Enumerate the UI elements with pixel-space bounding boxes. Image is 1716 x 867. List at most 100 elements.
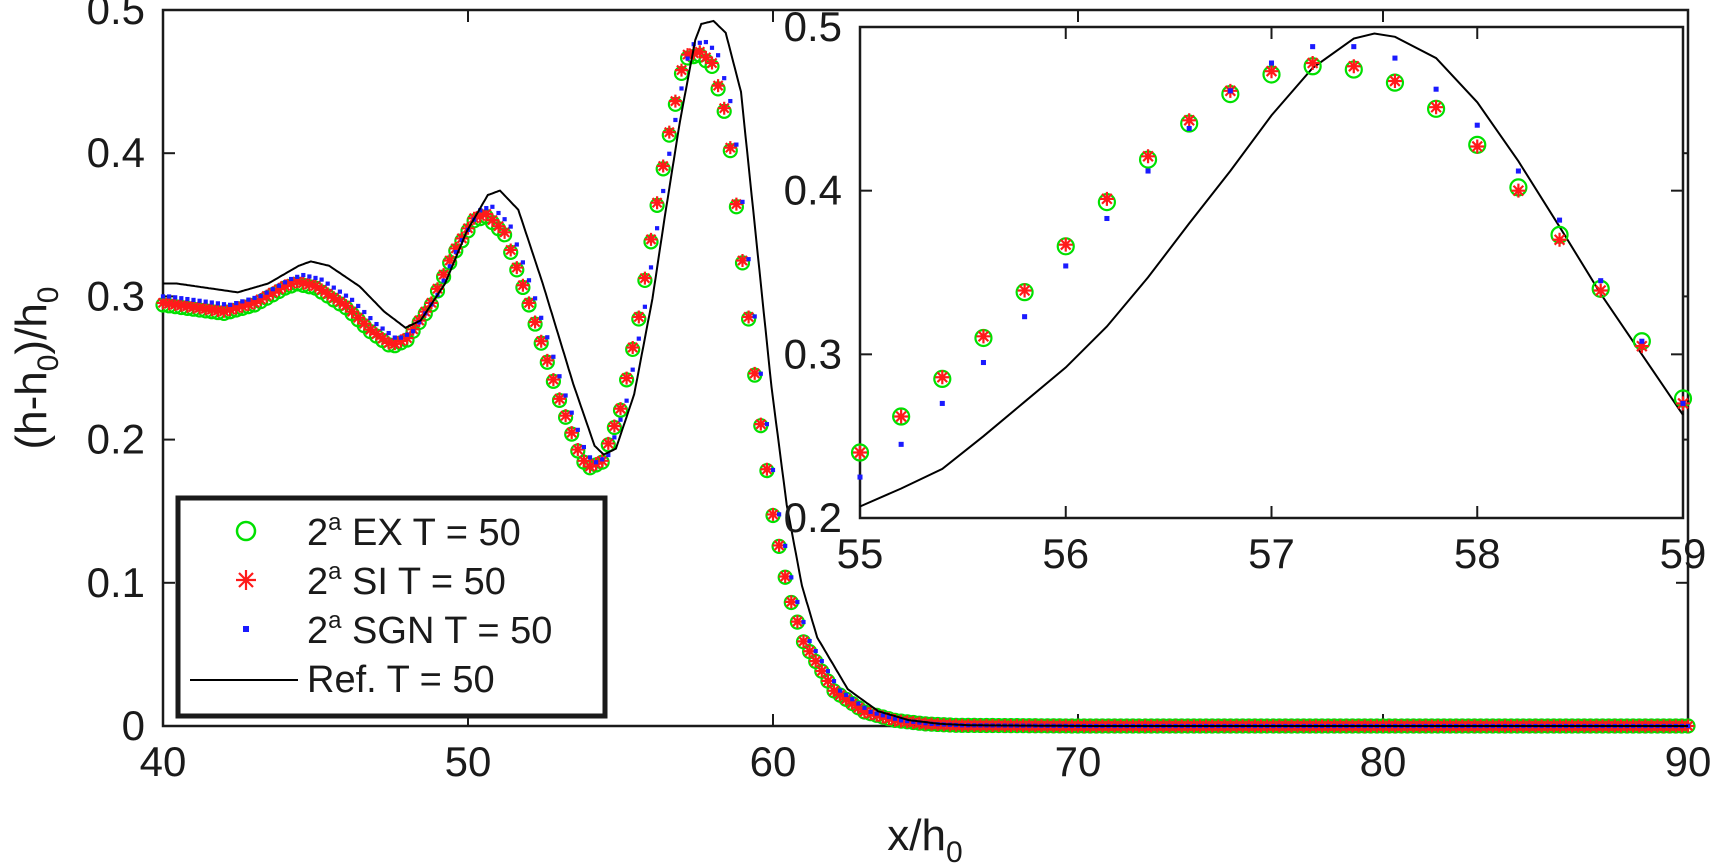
inset-x-tick-label: 58: [1454, 530, 1501, 577]
data-point: [581, 444, 586, 450]
legend-marker-asterisk: [236, 570, 256, 590]
legend-entry-si: 2a SI T = 50: [236, 558, 506, 603]
data-point: [278, 279, 292, 293]
data-point: [241, 298, 255, 312]
data-point: [282, 280, 288, 285]
data-point: [551, 354, 556, 359]
data-point: [607, 419, 621, 433]
data-point: [827, 684, 841, 698]
data-point: [777, 512, 782, 517]
data-point: [620, 371, 634, 385]
inset-data-point: [1680, 400, 1686, 406]
inset-data-point: [1099, 191, 1114, 206]
data-point: [716, 53, 721, 58]
inset-data-point: [1351, 44, 1357, 50]
data-point: [394, 334, 408, 348]
x-axis-label: x/h0: [887, 811, 962, 867]
data-point: [246, 297, 251, 302]
data-point: [388, 337, 402, 351]
data-point: [803, 644, 817, 658]
data-point: [709, 45, 715, 50]
data-point: [746, 257, 751, 262]
data-point: [754, 417, 768, 431]
data-point: [626, 341, 640, 355]
data-point: [917, 720, 922, 725]
data-point: [284, 277, 298, 291]
inset-data-point: [1022, 314, 1028, 320]
inset-data-point: [1429, 100, 1444, 115]
inset-data-point: [1593, 283, 1608, 298]
data-point: [374, 321, 379, 327]
y-tick-label: 0: [122, 702, 145, 749]
data-point: [760, 462, 774, 476]
data-point: [264, 290, 269, 295]
legend-marker-square: [243, 626, 249, 632]
data-point: [911, 719, 916, 724]
main-plot-series: [155, 19, 1696, 734]
data-point: [479, 207, 493, 221]
y-tick-label: 0.3: [87, 272, 145, 319]
data-point: [248, 296, 261, 310]
data-point: [736, 254, 749, 268]
data-point: [819, 659, 824, 664]
data-point: [333, 295, 347, 309]
data-point: [307, 274, 312, 279]
legend-label-sgn: 2a SGN T = 50: [307, 607, 552, 652]
data-point: [363, 323, 377, 337]
data-point: [614, 402, 627, 416]
inset-plot-area: [858, 25, 1685, 520]
data-point: [862, 705, 867, 710]
data-point: [815, 664, 829, 678]
inset-data-point: [1470, 139, 1485, 154]
inset-reference-line: [859, 32, 1684, 508]
inset-series-square: [857, 44, 1686, 480]
data-point: [522, 296, 536, 310]
data-point: [685, 56, 690, 61]
data-point: [321, 287, 335, 301]
data-point: [295, 274, 300, 279]
inset-y-tick-label: 0.5: [784, 3, 842, 50]
data-point: [772, 538, 786, 552]
data-point: [386, 330, 391, 336]
x-tick-label: 70: [1055, 738, 1102, 785]
data-point: [368, 316, 373, 321]
data-point: [266, 286, 280, 300]
data-point: [575, 427, 580, 432]
data-point: [339, 299, 353, 313]
inset-y-tick-label: 0.4: [784, 167, 842, 214]
legend-label-ex: 2a EX T = 50: [307, 509, 521, 554]
data-point: [905, 718, 910, 724]
inset-x-tick-label: 55: [837, 530, 884, 577]
data-point: [705, 56, 719, 70]
inset-data-point: [1552, 232, 1567, 247]
data-point: [594, 460, 599, 465]
data-point: [516, 278, 530, 292]
data-point: [173, 295, 178, 300]
data-point: [650, 196, 664, 210]
inset-data-point: [1433, 86, 1439, 92]
x-tick-label: 40: [140, 738, 187, 785]
data-point: [563, 393, 568, 398]
data-point: [217, 304, 231, 318]
data-point: [874, 711, 879, 716]
data-point: [504, 243, 518, 257]
legend-label-si: 2a SI T = 50: [307, 558, 506, 603]
inset-data-point: [1186, 125, 1192, 131]
inset-data-point: [894, 409, 909, 424]
data-point: [748, 366, 762, 380]
data-point: [638, 271, 652, 285]
data-point: [630, 367, 635, 372]
data-point: [301, 272, 306, 278]
data-point: [447, 264, 452, 269]
data-point: [740, 199, 745, 204]
inset-y-tick-label: 0.2: [784, 494, 842, 541]
data-point: [717, 101, 731, 115]
data-point: [766, 507, 780, 521]
inset-data-point: [935, 370, 950, 385]
data-point: [258, 293, 263, 299]
data-point: [398, 335, 403, 340]
data-point: [667, 151, 672, 156]
data-point: [235, 299, 249, 313]
inset-data-point: [1182, 113, 1197, 128]
data-point: [546, 373, 560, 387]
